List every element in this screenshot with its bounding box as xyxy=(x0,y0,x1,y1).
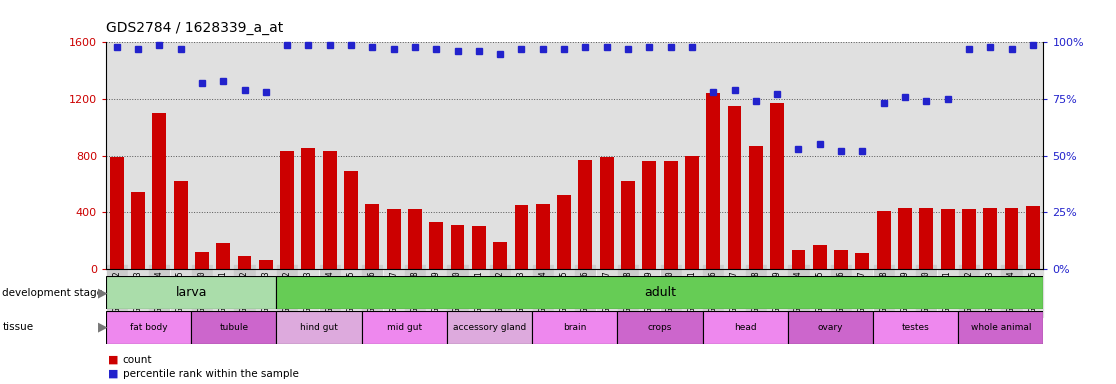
Bar xyxy=(387,209,401,269)
Text: mid gut: mid gut xyxy=(387,323,422,332)
Bar xyxy=(770,103,785,269)
Bar xyxy=(195,252,209,269)
Bar xyxy=(259,260,272,269)
Bar xyxy=(788,311,873,344)
Bar xyxy=(599,157,614,269)
Bar xyxy=(962,209,975,269)
Bar xyxy=(536,204,550,269)
Bar xyxy=(578,160,593,269)
Bar xyxy=(941,209,954,269)
Text: larva: larva xyxy=(175,286,206,299)
Bar xyxy=(834,250,848,269)
Bar xyxy=(617,311,703,344)
Text: adult: adult xyxy=(644,286,676,299)
Text: ovary: ovary xyxy=(818,323,844,332)
Bar xyxy=(153,113,166,269)
Bar xyxy=(685,156,699,269)
Text: count: count xyxy=(123,355,152,365)
Text: whole animal: whole animal xyxy=(971,323,1031,332)
Bar xyxy=(856,253,869,269)
Bar xyxy=(362,311,446,344)
Bar xyxy=(643,161,656,269)
Bar xyxy=(217,243,230,269)
Bar xyxy=(728,106,741,269)
Bar xyxy=(280,151,294,269)
Bar xyxy=(873,311,959,344)
Text: ■: ■ xyxy=(108,355,118,365)
Bar xyxy=(664,161,677,269)
Bar xyxy=(898,208,912,269)
Bar xyxy=(277,311,362,344)
Text: ▶: ▶ xyxy=(98,321,108,334)
Bar xyxy=(109,157,124,269)
Bar xyxy=(106,276,277,309)
Bar xyxy=(408,209,422,269)
Bar xyxy=(557,195,571,269)
Bar xyxy=(174,181,187,269)
Bar xyxy=(1026,207,1040,269)
Text: development stage: development stage xyxy=(2,288,104,298)
Text: fat body: fat body xyxy=(129,323,167,332)
Text: ▶: ▶ xyxy=(98,286,108,299)
Bar xyxy=(791,250,806,269)
Text: tissue: tissue xyxy=(2,322,33,333)
Bar xyxy=(1004,208,1019,269)
Text: crops: crops xyxy=(647,323,672,332)
Bar xyxy=(238,256,251,269)
Text: testes: testes xyxy=(902,323,930,332)
Bar xyxy=(920,208,933,269)
Bar xyxy=(472,226,485,269)
Bar xyxy=(323,151,337,269)
Text: ■: ■ xyxy=(108,369,118,379)
Bar xyxy=(131,192,145,269)
Bar xyxy=(365,204,379,269)
Bar xyxy=(877,211,891,269)
Bar xyxy=(446,311,532,344)
Bar xyxy=(106,311,191,344)
Bar xyxy=(430,222,443,269)
Bar xyxy=(493,242,507,269)
Bar xyxy=(344,171,358,269)
Text: hind gut: hind gut xyxy=(300,323,338,332)
Bar xyxy=(706,93,720,269)
Bar xyxy=(191,311,277,344)
Text: accessory gland: accessory gland xyxy=(453,323,526,332)
Bar xyxy=(983,208,997,269)
Bar xyxy=(514,205,528,269)
Bar xyxy=(703,311,788,344)
Bar xyxy=(301,149,316,269)
Text: head: head xyxy=(734,323,757,332)
Bar xyxy=(622,181,635,269)
Bar xyxy=(532,311,617,344)
Bar xyxy=(812,245,827,269)
Text: brain: brain xyxy=(564,323,586,332)
Text: GDS2784 / 1628339_a_at: GDS2784 / 1628339_a_at xyxy=(106,21,283,35)
Bar xyxy=(959,311,1043,344)
Text: percentile rank within the sample: percentile rank within the sample xyxy=(123,369,299,379)
Bar xyxy=(749,146,762,269)
Text: tubule: tubule xyxy=(219,323,249,332)
Bar xyxy=(277,276,1043,309)
Bar xyxy=(451,225,464,269)
